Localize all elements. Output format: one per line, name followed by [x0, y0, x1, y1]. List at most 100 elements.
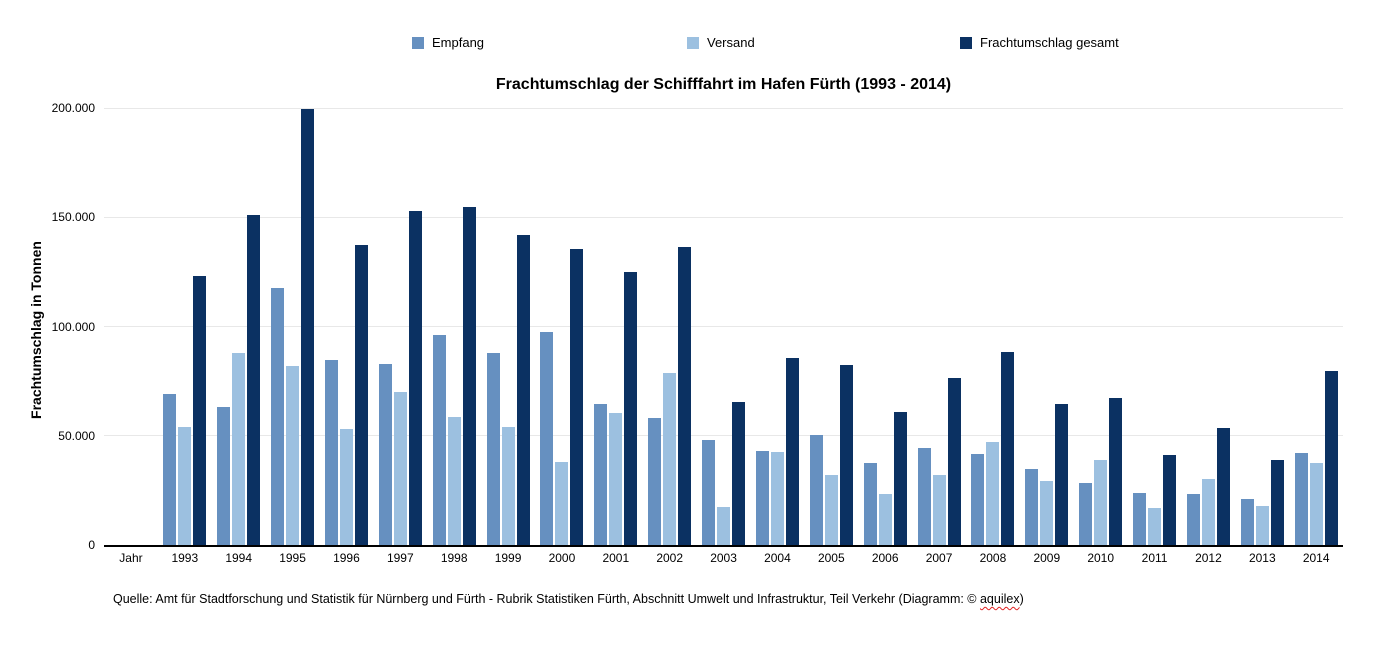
source-suffix: ): [1019, 592, 1024, 606]
bar-frachtumschlag-gesamt-2005: [839, 364, 853, 545]
legend-swatch-empfang-icon: [412, 36, 424, 49]
bar-frachtumschlag-gesamt-2006: [893, 411, 907, 545]
bar-frachtumschlag-gesamt-2001: [624, 271, 638, 545]
x-label-2005: 2005: [817, 551, 845, 565]
bar-group-1993: [158, 108, 212, 545]
bar-versand-1996: [339, 429, 353, 545]
bar-versand-2004: [770, 452, 784, 545]
x-label-2014: 2014: [1302, 551, 1330, 565]
bar-empfang-1996: [324, 360, 338, 545]
legend-item-versand: Versand: [687, 36, 755, 49]
gridline-100-000: [104, 326, 1343, 327]
bar-group-1996: [320, 108, 374, 545]
bar-group-2008: [966, 108, 1020, 545]
y-tick-label-200-000: 200.000: [51, 101, 95, 115]
bar-group-2009: [1020, 108, 1074, 545]
bar-frachtumschlag-gesamt-2010: [1109, 397, 1123, 545]
y-tick-label-50-000: 50.000: [58, 428, 95, 443]
bar-groups: [104, 108, 1343, 545]
bar-empfang-2010: [1079, 482, 1093, 545]
legend-label-empfang: Empfang: [432, 35, 485, 50]
legend-label-gesamt: Frachtumschlag gesamt: [980, 35, 1119, 50]
legend-swatch-versand-icon: [687, 36, 699, 49]
x-label-2006: 2006: [871, 551, 899, 565]
chart-title: Frachtumschlag der Schifffahrt im Hafen …: [495, 76, 952, 93]
bar-group-2000: [535, 108, 589, 545]
bar-group-2004: [751, 108, 805, 545]
y-tick-label-100-000: 100.000: [51, 319, 95, 334]
bar-frachtumschlag-gesamt-2012: [1216, 428, 1230, 545]
bar-frachtumschlag-gesamt-2003: [732, 401, 746, 545]
bar-empfang-2012: [1186, 493, 1200, 545]
bar-versand-2013: [1255, 505, 1269, 545]
bar-versand-2007: [932, 475, 946, 545]
bar-empfang-1999: [486, 352, 500, 545]
bar-group-1994: [212, 108, 266, 545]
bar-versand-2001: [609, 412, 623, 545]
x-label-2013: 2013: [1248, 551, 1276, 565]
x-label-1993: 1993: [171, 551, 199, 565]
bar-versand-2000: [555, 461, 569, 545]
y-axis-title: Frachtumschlag in Tonnen: [28, 241, 44, 419]
bar-versand-1995: [286, 365, 300, 545]
bar-versand-1993: [178, 427, 192, 545]
x-label-1995: 1995: [279, 551, 306, 565]
gridline-200-000: [104, 107, 1343, 109]
x-label-2001: 2001: [602, 551, 630, 565]
bar-frachtumschlag-gesamt-1993: [193, 276, 207, 545]
bar-versand-2014: [1309, 463, 1323, 545]
x-label-2011: 2011: [1141, 551, 1168, 565]
bar-group-1998: [427, 108, 481, 545]
x-label-2010: 2010: [1087, 551, 1115, 565]
bar-frachtumschlag-gesamt-1995: [301, 109, 315, 545]
bar-versand-2009: [1040, 480, 1054, 545]
x-axis-labels: Jahr 1993 1994 1995 1996 1997 1998 1999 2000 2001…: [104, 551, 1343, 565]
bar-empfang-2014: [1294, 453, 1308, 545]
bar-frachtumschlag-gesamt-2002: [678, 246, 692, 545]
bar-frachtumschlag-gesamt-2011: [1163, 455, 1177, 545]
bar-frachtumschlag-gesamt-2013: [1270, 459, 1284, 545]
x-label-1996: 1996: [333, 551, 360, 565]
bar-group-2014: [1289, 108, 1343, 545]
bar-group-2011: [1128, 108, 1182, 545]
x-label-2009: 2009: [1033, 551, 1061, 565]
source-credit: aquilex: [979, 592, 1020, 606]
bar-empfang-2008: [971, 454, 985, 545]
bar-empfang-1997: [378, 363, 392, 545]
gridline-150-000: [104, 216, 1343, 218]
bar-frachtumschlag-gesamt-2014: [1324, 371, 1338, 545]
bar-frachtumschlag-gesamt-2004: [785, 358, 799, 545]
bar-versand-1999: [501, 427, 515, 545]
bar-versand-1997: [393, 392, 407, 545]
bar-group-1999: [481, 108, 535, 545]
bar-group-1997: [373, 108, 427, 545]
bar-versand-2010: [1094, 459, 1108, 545]
bar-group-2001: [589, 108, 643, 545]
source-text: Quelle: Amt für Stadtforschung und Stati…: [113, 592, 980, 606]
bar-versand-2006: [878, 493, 892, 545]
x-label-2003: 2003: [710, 551, 737, 565]
bar-group-jahr: [104, 108, 158, 545]
y-tick-label-0: 0: [88, 538, 95, 552]
x-axis-line: [104, 545, 1343, 547]
bar-frachtumschlag-gesamt-2000: [570, 248, 584, 545]
legend-swatch-gesamt-icon: [960, 36, 972, 49]
bar-frachtumschlag-gesamt-1996: [354, 244, 368, 545]
bar-frachtumschlag-gesamt-1998: [462, 207, 476, 545]
bar-empfang-1998: [432, 335, 446, 545]
bar-group-2005: [804, 108, 858, 545]
bar-versand-1994: [232, 352, 246, 545]
bar-frachtumschlag-gesamt-1997: [408, 210, 422, 545]
bar-group-1995: [266, 108, 320, 545]
bar-versand-2003: [717, 506, 731, 545]
bar-frachtumschlag-gesamt-2009: [1055, 404, 1069, 545]
bar-empfang-1993: [163, 394, 177, 545]
bar-empfang-2011: [1133, 492, 1147, 545]
bar-empfang-2001: [594, 404, 608, 545]
bar-versand-2002: [663, 373, 677, 545]
bar-versand-2012: [1201, 479, 1215, 545]
y-tick-label-150-000: 150.000: [51, 210, 95, 225]
bar-group-2012: [1182, 108, 1236, 545]
legend-item-empfang: Empfang: [412, 36, 484, 49]
